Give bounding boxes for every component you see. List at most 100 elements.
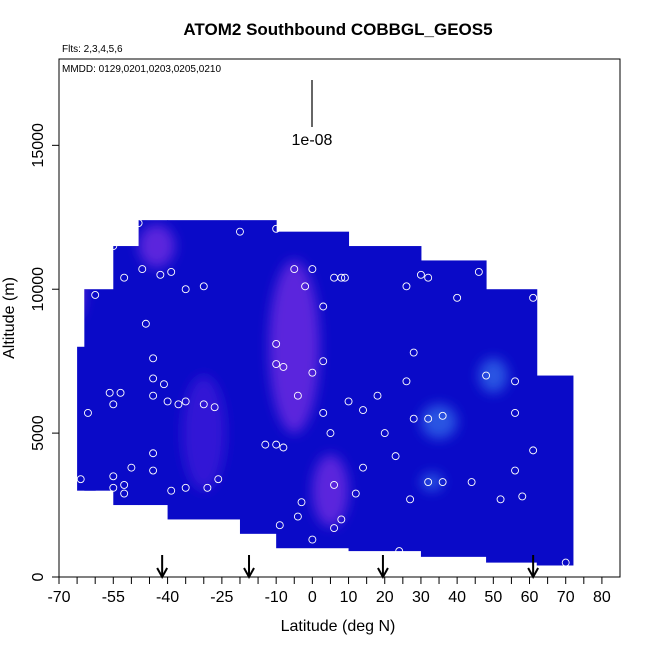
y-axis: 0 5000 10000 15000 bbox=[30, 123, 59, 581]
plot-frame bbox=[58, 58, 621, 578]
field-patch bbox=[182, 375, 226, 491]
observation-point bbox=[84, 409, 92, 417]
observation-point bbox=[424, 273, 433, 282]
observation-point bbox=[330, 524, 339, 533]
x-tick-label: 30 bbox=[412, 589, 430, 606]
observation-point bbox=[518, 492, 527, 501]
field-patch bbox=[138, 224, 175, 268]
observation-point bbox=[402, 377, 411, 386]
observation-point bbox=[511, 466, 519, 475]
observation-point bbox=[167, 486, 176, 495]
scale-marker: 1e-08 bbox=[292, 80, 333, 149]
observation-point bbox=[359, 463, 367, 472]
observation-point bbox=[293, 512, 302, 521]
observation-point bbox=[406, 495, 415, 504]
y-tick-label: 15000 bbox=[30, 123, 47, 168]
observation-point bbox=[272, 440, 281, 449]
observation-point bbox=[120, 480, 129, 489]
observation-point bbox=[138, 265, 147, 274]
observation-point bbox=[109, 472, 118, 481]
observation-point bbox=[156, 270, 165, 279]
observation-point bbox=[482, 371, 491, 380]
observation-point bbox=[116, 388, 125, 397]
observation-point bbox=[402, 282, 411, 291]
observation-point bbox=[293, 391, 302, 400]
observation-point bbox=[91, 291, 100, 299]
y-tick-label: 10000 bbox=[30, 267, 47, 312]
observation-point bbox=[511, 377, 519, 386]
observation-point bbox=[474, 268, 483, 276]
field-patch bbox=[420, 404, 458, 439]
field-patch bbox=[268, 260, 320, 434]
observation-point bbox=[416, 270, 425, 279]
observation-point bbox=[340, 273, 349, 282]
down-arrow bbox=[527, 555, 540, 580]
field-column bbox=[536, 375, 574, 566]
observation-point bbox=[395, 547, 404, 556]
observation-point bbox=[272, 360, 281, 368]
x-tick-label: -70 bbox=[47, 589, 70, 606]
observation-point bbox=[167, 268, 176, 276]
observation-point bbox=[149, 391, 158, 400]
observation-point bbox=[337, 273, 346, 282]
flight-arrows bbox=[156, 555, 540, 580]
observation-point bbox=[507, 276, 516, 285]
observation-point bbox=[163, 397, 172, 406]
x-tick-label: -25 bbox=[210, 589, 233, 606]
observation-point bbox=[275, 521, 284, 530]
chart-title: ATOM2 Southbound COBBGL_GEOS5 bbox=[183, 20, 492, 39]
observation-point bbox=[279, 443, 288, 452]
observation-point bbox=[391, 552, 400, 561]
observation-point bbox=[409, 414, 418, 423]
observation-point bbox=[149, 354, 158, 363]
observation-point bbox=[373, 391, 382, 400]
observation-point bbox=[529, 293, 538, 302]
observation-point bbox=[127, 463, 136, 472]
observation-point bbox=[330, 480, 339, 489]
observation-point bbox=[453, 293, 462, 302]
observation-point bbox=[308, 535, 317, 544]
observation-point bbox=[297, 498, 306, 507]
observation-point bbox=[344, 397, 353, 406]
observation-point bbox=[319, 409, 328, 417]
field-column bbox=[486, 289, 538, 563]
observation-point bbox=[438, 411, 447, 420]
observation-point bbox=[301, 282, 310, 291]
down-arrow bbox=[156, 555, 169, 580]
observation-point bbox=[308, 368, 317, 377]
observation-point bbox=[279, 362, 288, 371]
down-arrow bbox=[243, 555, 255, 580]
observation-point bbox=[105, 388, 114, 397]
observation-point bbox=[109, 400, 118, 409]
observation-point bbox=[272, 339, 281, 348]
observation-point bbox=[261, 440, 270, 449]
observation-point bbox=[141, 319, 150, 328]
x-tick-label: -10 bbox=[265, 589, 288, 606]
x-tick-label: 70 bbox=[557, 589, 575, 606]
observation-point bbox=[181, 397, 190, 406]
field-column bbox=[84, 289, 114, 491]
y-tick-label: 0 bbox=[30, 572, 47, 581]
observation-point bbox=[529, 446, 538, 455]
observation-point bbox=[424, 478, 433, 486]
observation-point bbox=[337, 515, 346, 524]
observation-point bbox=[326, 429, 335, 438]
observation-point bbox=[120, 273, 129, 282]
x-tick-label: 60 bbox=[521, 589, 539, 606]
observation-point bbox=[359, 406, 367, 415]
observation-point bbox=[467, 478, 476, 486]
observation-point bbox=[210, 403, 219, 412]
observation-point bbox=[149, 449, 158, 458]
observation-point bbox=[76, 475, 85, 484]
observation-point bbox=[109, 242, 118, 251]
observation-point bbox=[109, 483, 118, 492]
down-arrow bbox=[377, 555, 389, 580]
observation-point bbox=[290, 265, 299, 274]
observation-point bbox=[149, 466, 158, 475]
observation-point bbox=[351, 489, 360, 498]
observation-point bbox=[511, 409, 519, 417]
y-tick-label: 5000 bbox=[30, 415, 47, 451]
observation-point bbox=[272, 224, 281, 233]
observation-point bbox=[319, 357, 328, 366]
